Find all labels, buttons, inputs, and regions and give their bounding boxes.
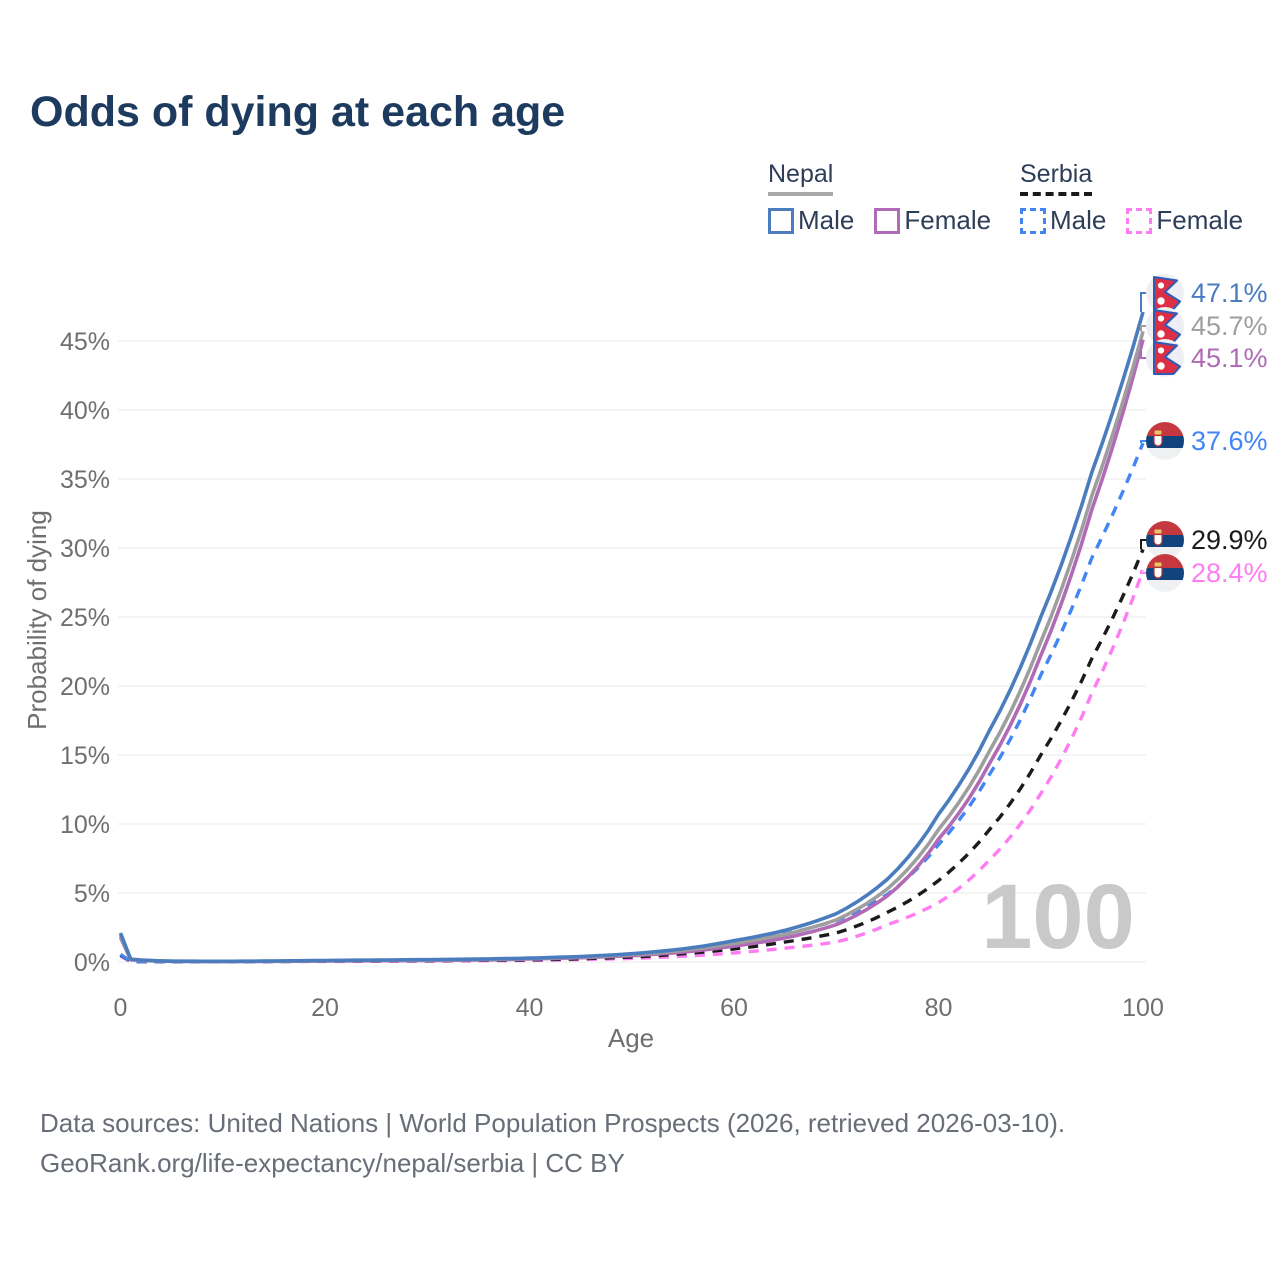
legend-heading-serbia[interactable]: Serbia [1020,160,1093,196]
x-tick-label: 20 [311,994,339,1022]
legend-item-serbia-male[interactable]: Male [1020,205,1106,236]
legend-label-nepal-female: Female [904,205,992,235]
end-label-serbia-both: 29.9% [1146,521,1268,559]
y-tick-label: 25% [60,604,110,632]
legend-group-serbia: Serbia Male Female [1020,160,1243,236]
y-tick-label: 40% [60,397,110,425]
serbia-flag-icon [1146,422,1184,460]
nepal-flag-icon [1146,339,1184,377]
end-label-value-nepal-both: 45.7% [1191,310,1268,341]
y-tick-label: 30% [60,535,110,563]
footer-attribution: GeoRank.org/life-expectancy/nepal/serbia… [40,1148,625,1178]
legend-label-serbia-male: Male [1050,205,1107,235]
y-tick-label: 10% [60,811,110,839]
legend-row-nepal: Male Female [768,205,991,236]
end-label-value-serbia-female: 28.4% [1191,557,1268,588]
y-tick-label: 5% [74,880,110,908]
x-tick-label: 40 [516,994,544,1022]
end-label-nepal-both: 45.7% [1146,307,1268,345]
age-counter-watermark: 100 [981,866,1135,968]
end-label-value-serbia-both: 29.9% [1191,524,1268,555]
line-nepal-male [118,311,1145,964]
chart-title: Odds of dying at each age [30,88,566,136]
end-label-nepal-female: 45.1% [1146,339,1268,377]
chart-plot-area: 100 0% 5% 10% 15% 20% 25% 30% 35% 40% 45% 0 20 40 60 8… [22,292,1164,1053]
x-tick-label: 100 [1122,994,1164,1022]
x-tick-label: 0 [114,994,128,1022]
legend-heading-nepal[interactable]: Nepal [768,160,834,196]
y-tick-label: 35% [60,466,110,494]
end-label-serbia-male: 37.6% [1146,422,1268,460]
x-axis-title: Age [608,1023,654,1053]
x-tick-label: 80 [925,994,953,1022]
y-axis-title: Probability of dying [22,510,52,730]
y-tick-label: 20% [60,673,110,701]
legend-row-serbia: Male Female [1020,205,1243,236]
y-tick-label: 15% [60,742,110,770]
serbia-female-swatch-icon [1126,207,1153,234]
y-tick-label: 45% [60,328,110,356]
end-label-nepal-male: 47.1% [1146,274,1268,312]
legend-group-nepal: Nepal Male Female [768,160,991,236]
end-label-value-serbia-male: 37.6% [1191,425,1268,456]
legend-label-nepal-male: Male [798,205,855,235]
axis-tick-labels: 0% 5% 10% 15% 20% 25% 30% 35% 40% 45% 0 20 40 60 80 100 [60,328,1164,1022]
end-label-value-nepal-female: 45.1% [1191,342,1268,373]
end-label-serbia-female: 28.4% [1146,554,1268,592]
serbia-flag-icon [1146,554,1184,592]
serbia-male-swatch-icon [1020,207,1046,234]
legend-item-serbia-female[interactable]: Female [1126,205,1243,236]
serbia-flag-icon [1146,521,1184,559]
nepal-female-swatch-icon [874,207,901,234]
footer-data-sources: Data sources: United Nations | World Pop… [40,1108,1066,1138]
legend-item-nepal-female[interactable]: Female [874,205,991,236]
x-tick-label: 60 [720,994,748,1022]
nepal-male-swatch-icon [768,207,794,234]
end-label-value-nepal-male: 47.1% [1191,277,1268,308]
legend-item-nepal-male[interactable]: Male [768,205,854,236]
series-lines [118,311,1145,964]
y-tick-label: 0% [74,949,110,977]
legend-label-serbia-female: Female [1156,205,1244,235]
